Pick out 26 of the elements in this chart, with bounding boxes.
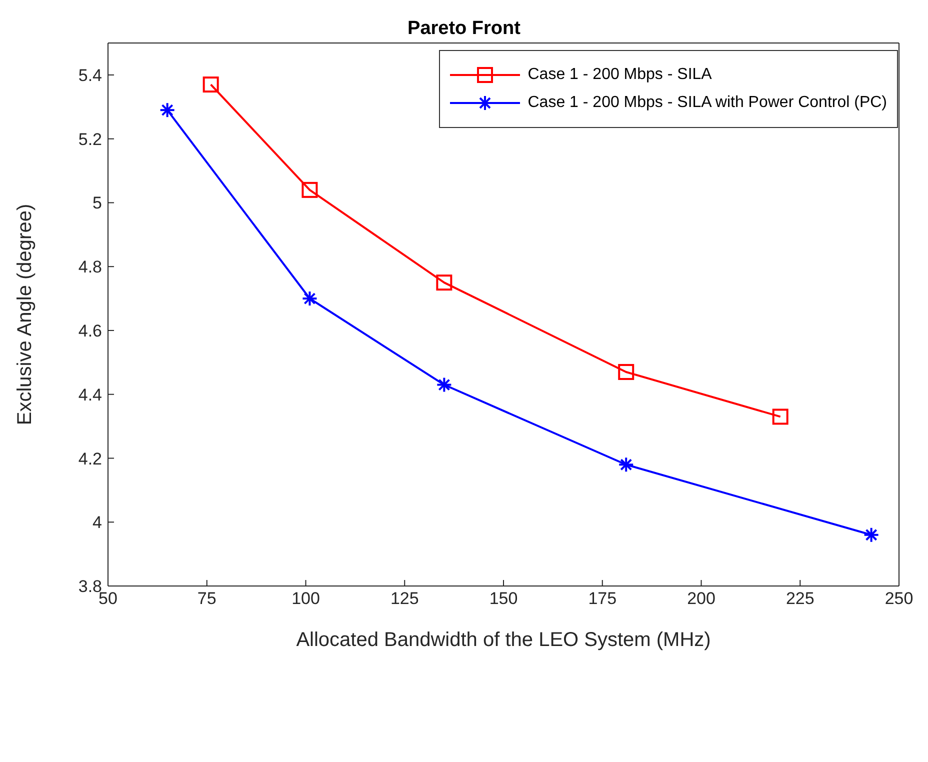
x-tick-label: 125 [390, 589, 419, 608]
x-tick-label: 225 [786, 589, 814, 608]
x-tick-label: 100 [292, 589, 320, 608]
x-axis-title: Allocated Bandwidth of the LEO System (MHz) [296, 629, 711, 651]
y-tick-label: 4 [92, 513, 102, 532]
y-tick-label: 4.6 [78, 322, 102, 341]
chart-title: Pareto Front [408, 18, 522, 39]
point [436, 274, 452, 291]
x-tick-label: 250 [884, 589, 914, 608]
x-tick-label: 200 [687, 589, 716, 608]
point [202, 76, 219, 93]
y-tick-label: 4.8 [78, 258, 102, 277]
point [772, 408, 788, 425]
y-tick-label: 4.4 [78, 385, 102, 404]
legend-label: Case 1 - 200 Mbps - SILA with Power Control (PC) [528, 94, 887, 112]
point [618, 364, 634, 380]
x-tick-label: 175 [588, 589, 617, 608]
y-axis-title: Exclusive Angle (degree) [14, 204, 36, 426]
y-tick-label: 5.4 [78, 66, 102, 85]
y-tick-label: 5 [92, 194, 102, 213]
x-tick-label: 75 [197, 589, 216, 608]
point [302, 182, 318, 198]
y-tick-label: 4.2 [78, 449, 102, 468]
legend-label: Case 1 - 200 Mbps - SILA [528, 66, 712, 84]
x-tick-label: 150 [489, 589, 518, 608]
y-tick-label: 5.2 [78, 130, 102, 149]
